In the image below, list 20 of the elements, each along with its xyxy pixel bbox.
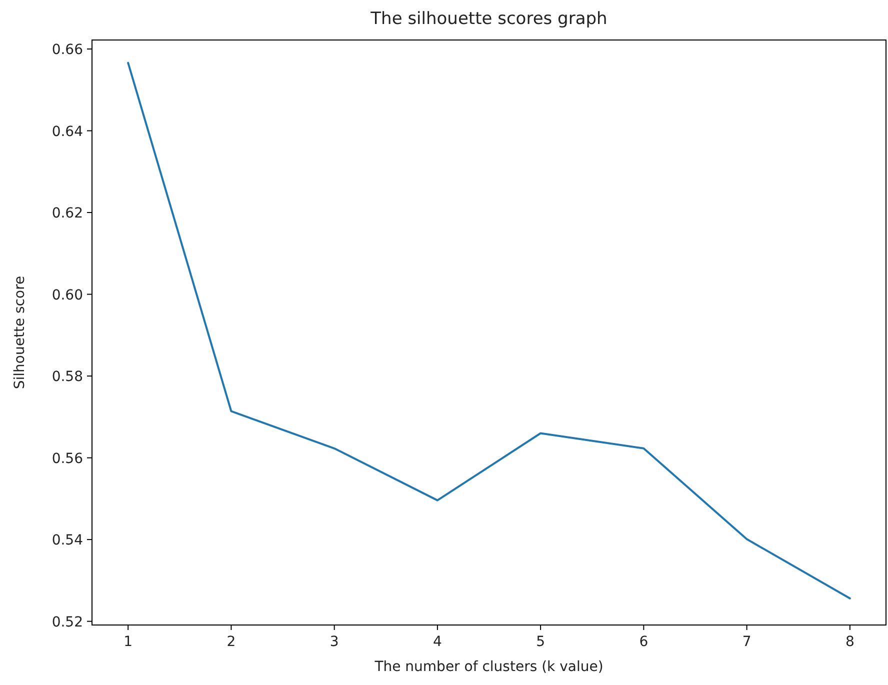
y-tick-label: 0.56 <box>52 450 84 467</box>
y-tick-label: 0.62 <box>52 206 83 222</box>
y-tick-label: 0.64 <box>52 124 84 140</box>
x-tick-label: 7 <box>742 634 752 650</box>
x-tick-label: 6 <box>639 634 648 650</box>
y-tick-label: 0.58 <box>52 369 83 386</box>
x-tick-label: 8 <box>845 634 854 650</box>
x-tick-label: 4 <box>432 634 442 650</box>
y-tick-label: 0.66 <box>52 42 84 58</box>
x-axis-title: The number of clusters (k value) <box>374 659 604 675</box>
x-tick-label: 5 <box>536 634 546 650</box>
y-tick-label: 0.52 <box>52 614 83 630</box>
x-tick-label: 3 <box>330 634 339 650</box>
chart-title: The silhouette scores graph <box>370 9 608 29</box>
y-tick-label: 0.60 <box>52 287 83 304</box>
line-series <box>127 62 851 600</box>
x-tick-label: 2 <box>226 634 236 650</box>
x-tick-label: 1 <box>124 634 133 650</box>
y-tick-label: 0.54 <box>52 532 84 549</box>
y-axis-title: Silhouette score <box>12 276 28 390</box>
